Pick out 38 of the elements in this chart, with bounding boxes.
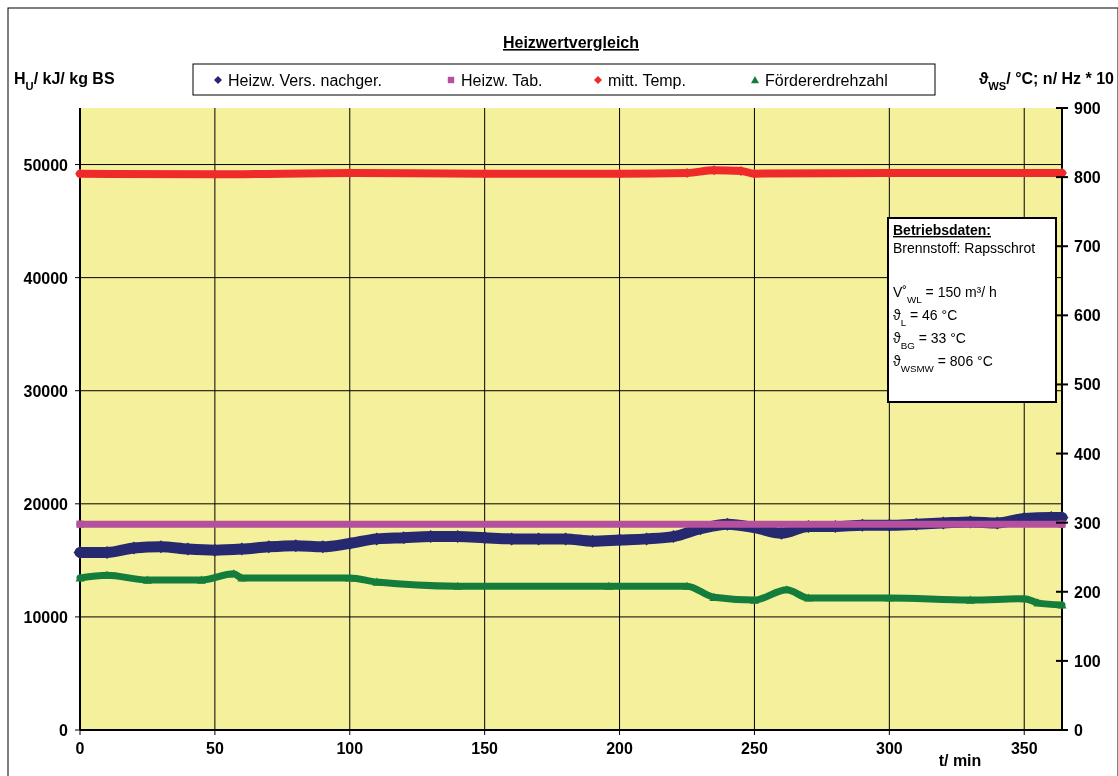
y2-tick-label: 800 [1074, 169, 1101, 187]
y-tick-label: 0 [59, 722, 69, 739]
annotation: V˚$_{WL}$ = 150 m³/ h [893, 284, 997, 305]
x-tick-label: 0 [75, 740, 85, 757]
chart-title: Heizwertvergleich [502, 34, 640, 51]
legend-label: Heizw. Tab. [461, 72, 543, 89]
annotation: Betriebsdaten: [893, 222, 992, 238]
y-tick-label: 20000 [23, 495, 69, 513]
y-tick-label: 50000 [23, 156, 69, 174]
y2-tick-label: 700 [1074, 238, 1101, 256]
x-tick-label: 200 [606, 740, 634, 757]
y2-tick-label: 500 [1074, 376, 1101, 394]
y2-axis-title: ϑ$_{WS}$/ °C; n/ Hz * 10 [978, 70, 1115, 92]
y-tick-label: 40000 [23, 269, 69, 287]
legend-label: Fördererdrehzahl [765, 72, 888, 89]
x-tick-label: 250 [741, 740, 768, 757]
y-tick-label: 10000 [23, 608, 69, 626]
x-tick-label: 50 [205, 740, 224, 757]
x-axis-title: t/ min [938, 752, 982, 769]
x-tick-label: 100 [336, 740, 364, 757]
x-tick-label: 350 [1010, 740, 1038, 757]
x-tick-label: 300 [875, 740, 903, 757]
y-tick-label: 30000 [23, 382, 69, 400]
legend-label: mitt. Temp. [608, 72, 686, 89]
y2-tick-label: 300 [1074, 514, 1101, 532]
y2-tick-label: 400 [1074, 445, 1101, 463]
y2-tick-label: 100 [1074, 652, 1101, 670]
y-axis-title: H$_{U}$/ kJ/ kg BS [14, 70, 115, 92]
x-tick-label: 150 [471, 740, 499, 757]
y2-tick-label: 900 [1074, 100, 1101, 117]
annotation: ϑ$_{WSMW}$ = 806 °C [893, 353, 993, 374]
y2-tick-label: 200 [1074, 583, 1101, 601]
legend-label: Heizw. Vers. nachger. [228, 72, 382, 89]
y2-tick-label: 0 [1074, 722, 1083, 739]
y2-tick-label: 600 [1074, 307, 1101, 325]
annotation: ϑ$_{L}$ = 46 °C [893, 307, 958, 328]
annotation: ϑ$_{BG}$ = 33 °C [893, 330, 966, 351]
annotation: Brennstoff: Rapsschrot [893, 240, 1036, 256]
